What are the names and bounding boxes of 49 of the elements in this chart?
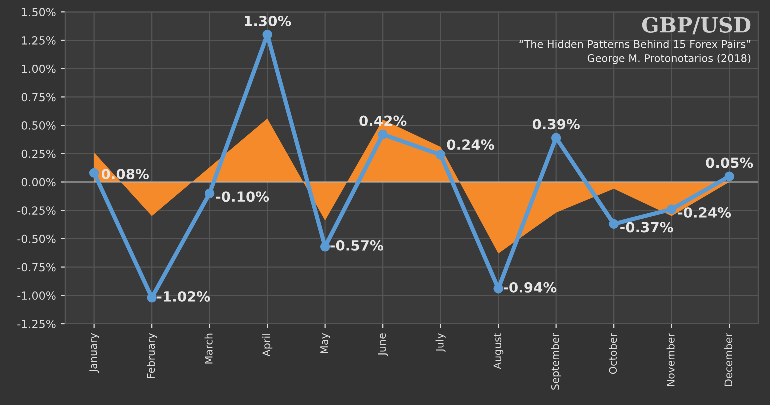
annotation: “The Hidden Patterns Behind 15 Forex Pairs” [520, 40, 751, 48]
y-tick-label: -0.75% [18, 263, 56, 272]
data-label: 0.42% [360, 116, 407, 126]
y-tick-label: -0.25% [18, 206, 56, 215]
x-tick-label: February [147, 333, 158, 378]
data-label: 0.39% [532, 119, 580, 130]
point [204, 188, 215, 198]
data-label: -0.37% [620, 222, 674, 233]
data-label: -1.02% [157, 291, 210, 302]
point [147, 293, 157, 303]
x-tick-label: June [378, 334, 388, 356]
data-label: -0.10% [216, 192, 270, 202]
y-tick-label: 0.25% [22, 150, 56, 158]
x-tick-label: September [551, 333, 562, 390]
y-tick-label: -1.25% [18, 320, 56, 328]
y-tick-label: 1.00% [22, 64, 56, 74]
data-label: 1.30% [245, 16, 292, 26]
point [666, 204, 677, 214]
x-tick-label: January [90, 333, 100, 374]
data-label: 0.24% [447, 140, 494, 150]
point [724, 172, 734, 182]
data-label: 0.05% [706, 158, 754, 168]
point [551, 133, 562, 143]
data-label: -0.24% [678, 207, 732, 218]
x-tick-label: July [436, 333, 446, 352]
annotation: George M. Protonotarios (2018) [588, 54, 751, 64]
y-tick-label: -0.50% [18, 234, 56, 244]
y-tick-label: 1.50% [22, 8, 56, 17]
data-label: -0.94% [504, 282, 557, 293]
point [320, 242, 330, 252]
y-tick-label: -1.00% [18, 292, 56, 300]
y-tick-label: 0.00% [22, 178, 56, 187]
chart-title: GBP/USD [642, 17, 751, 35]
x-tick-label: March [204, 334, 213, 364]
x-tick-label: October [609, 333, 618, 374]
data-label: -0.57% [330, 240, 384, 251]
x-tick-label: April [262, 334, 273, 357]
x-tick-label: December [724, 333, 733, 386]
x-tick-label: May [320, 333, 330, 354]
y-tick-label: 0.50% [22, 122, 56, 130]
point [436, 150, 446, 160]
point [378, 130, 388, 140]
point [262, 30, 272, 40]
point [89, 168, 100, 178]
y-tick-label: 1.25% [22, 36, 56, 45]
x-tick-label: November [666, 333, 675, 386]
y-tick-label: 0.75% [22, 93, 56, 102]
x-tick-label: August [494, 333, 504, 370]
point [609, 219, 619, 230]
